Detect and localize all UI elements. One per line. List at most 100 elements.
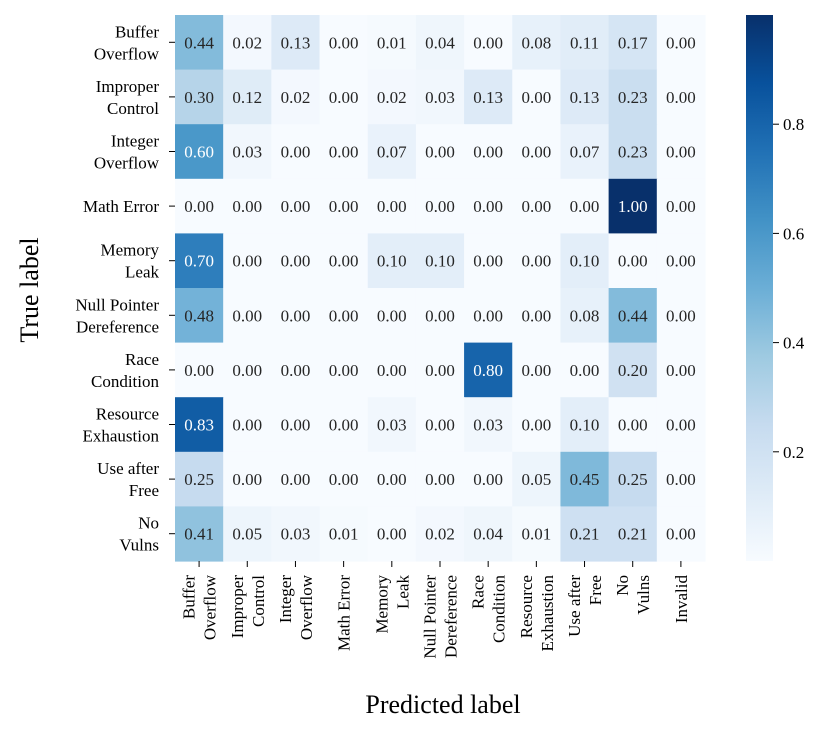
heatmap-cell <box>175 397 224 453</box>
cell-value-label: 0.00 <box>618 252 648 271</box>
heatmap-cell <box>271 178 321 234</box>
cell-value-label: 0.03 <box>232 143 262 162</box>
cell-value-label: 0.00 <box>329 470 359 489</box>
cell-value-label: 0.00 <box>281 197 311 216</box>
heatmap-cell <box>464 15 513 71</box>
cell-value-label: 0.08 <box>570 306 600 325</box>
x-axis-label: Predicted label <box>365 690 520 719</box>
heatmap-cell <box>367 397 417 453</box>
cell-value-label: 0.00 <box>666 525 696 544</box>
cell-value-label: 0.00 <box>666 252 696 271</box>
cell-value-label: 0.00 <box>377 306 407 325</box>
heatmap-cell <box>512 178 562 234</box>
cell-value-label: 0.00 <box>666 33 696 52</box>
cell-value-label: 0.10 <box>425 252 455 271</box>
cell-value-label: 0.00 <box>329 306 359 325</box>
cell-value-label: 0.00 <box>521 197 551 216</box>
cell-value-label: 0.02 <box>232 33 262 52</box>
heatmap-cell <box>464 451 513 507</box>
cell-value-label: 0.00 <box>184 361 214 380</box>
heatmap-cell <box>560 233 610 289</box>
heatmap-cell <box>560 69 610 125</box>
heatmap-cell <box>223 233 272 289</box>
cell-value-label: 0.00 <box>377 197 407 216</box>
heatmap-cell <box>415 124 465 180</box>
row-labels: Buffer Overflow Improper Control Integer Over… <box>75 22 175 555</box>
cell-value-label: 0.48 <box>184 306 214 325</box>
heatmap-cells: 0.44 0.02 0.13 0.00 0.01 0.04 0.00 0.08 0.11 0.17… <box>175 15 706 562</box>
heatmap-cell <box>464 288 513 344</box>
heatmap-cell <box>608 451 658 507</box>
row-tick-label: Memory Leak <box>100 241 159 282</box>
heatmap-cell <box>367 15 417 71</box>
cell-value-label: 0.03 <box>377 416 407 435</box>
heatmap-cell <box>319 233 369 289</box>
cell-value-label: 0.10 <box>377 252 407 271</box>
heatmap-cell <box>656 342 706 398</box>
cell-value-label: 0.00 <box>377 361 407 380</box>
heatmap-cell <box>560 124 610 180</box>
heatmap-cell <box>560 288 610 344</box>
cell-value-label: 0.00 <box>232 252 262 271</box>
heatmap-cell <box>319 124 369 180</box>
cell-value-label: 0.02 <box>377 88 407 107</box>
heatmap-cell <box>223 15 272 71</box>
heatmap-cell <box>223 124 272 180</box>
column-tick-label: Memory Leak <box>372 575 412 634</box>
heatmap-cell <box>223 342 272 398</box>
cell-value-label: 0.60 <box>184 143 214 162</box>
cell-value-label: 0.21 <box>618 525 648 544</box>
cell-value-label: 0.00 <box>329 88 359 107</box>
heatmap-cell <box>271 506 321 562</box>
cell-value-label: 0.00 <box>473 470 503 489</box>
heatmap-cell <box>464 233 513 289</box>
heatmap-cell <box>175 124 224 180</box>
cell-value-label: 0.17 <box>618 33 648 52</box>
cell-value-label: 0.00 <box>521 306 551 325</box>
cell-value-label: 0.00 <box>473 197 503 216</box>
heatmap-cell <box>608 397 658 453</box>
heatmap-cell <box>415 342 465 398</box>
cell-value-label: 0.00 <box>473 143 503 162</box>
cell-value-label: 0.83 <box>184 416 214 435</box>
heatmap-cell <box>175 451 224 507</box>
heatmap-cell <box>367 451 417 507</box>
cell-value-label: 0.13 <box>281 33 311 52</box>
column-tick-label: Integer Overflow <box>276 574 316 640</box>
heatmap-cell <box>656 397 706 453</box>
cell-value-label: 0.01 <box>377 33 407 52</box>
y-axis-label: True label <box>15 237 44 342</box>
heatmap-cell <box>271 124 321 180</box>
heatmap-cell <box>175 15 224 71</box>
cell-value-label: 0.00 <box>521 88 551 107</box>
heatmap-cell <box>319 397 369 453</box>
cell-value-label: 0.03 <box>473 416 503 435</box>
heatmap-cell <box>608 506 658 562</box>
cell-value-label: 0.20 <box>618 361 648 380</box>
row-tick-label: Use after Free <box>97 459 159 500</box>
cell-value-label: 0.00 <box>329 197 359 216</box>
cell-value-label: 0.00 <box>521 143 551 162</box>
heatmap-cell <box>608 178 658 234</box>
column-tick-label: Null Pointer Dereference <box>420 575 460 659</box>
cell-value-label: 0.00 <box>425 416 455 435</box>
cell-value-label: 0.05 <box>232 525 262 544</box>
cell-value-label: 0.03 <box>281 525 311 544</box>
heatmap-cell <box>560 342 610 398</box>
cell-value-label: 0.00 <box>666 470 696 489</box>
heatmap-cell <box>415 288 465 344</box>
cell-value-label: 0.00 <box>666 143 696 162</box>
cell-value-label: 0.00 <box>425 143 455 162</box>
cell-value-label: 0.41 <box>184 525 214 544</box>
heatmap-cell <box>656 233 706 289</box>
column-tick-label: Resource Exhaustion <box>517 575 557 652</box>
heatmap-cell <box>464 397 513 453</box>
cell-value-label: 0.04 <box>425 33 455 52</box>
cell-value-label: 0.00 <box>184 197 214 216</box>
row-tick-label: Null Pointer Dereference <box>75 295 159 336</box>
cell-value-label: 0.00 <box>232 416 262 435</box>
heatmap-cell <box>560 178 610 234</box>
cell-value-label: 0.07 <box>377 143 407 162</box>
heatmap-cell <box>512 288 562 344</box>
heatmap-cell <box>656 288 706 344</box>
